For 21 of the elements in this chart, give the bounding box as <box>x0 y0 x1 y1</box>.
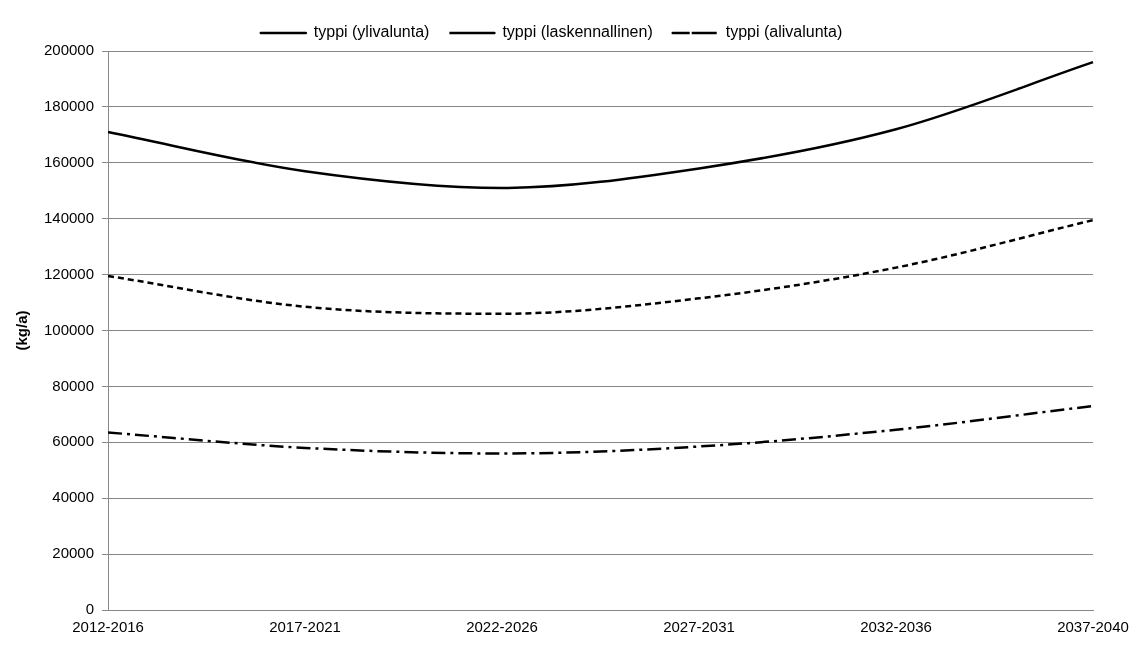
y-tick-label: 40000 <box>52 488 95 506</box>
y-tick-label: 60000 <box>52 432 95 450</box>
x-tick-label: 2017-2021 <box>269 618 341 636</box>
y-tick-label: 120000 <box>43 264 95 282</box>
legend-label: typpi (laskennallinen) <box>502 23 653 41</box>
x-tick-label: 2037-2040 <box>1057 618 1129 636</box>
x-tick-label: 2032-2036 <box>860 618 932 636</box>
legend-label: typpi (ylivalunta) <box>313 23 430 41</box>
x-tick-label: 2027-2031 <box>663 618 735 636</box>
y-tick-label: 0 <box>85 600 95 618</box>
x-tick-label: 2012-2016 <box>72 618 144 636</box>
x-tick-label: 2022-2026 <box>466 618 538 636</box>
y-tick-label: 160000 <box>43 152 95 170</box>
y-tick-label: 80000 <box>52 376 95 394</box>
legend-label: typpi (alivalunta) <box>725 23 843 41</box>
y-tick-label: 20000 <box>52 544 95 562</box>
y-tick-label: 140000 <box>43 208 95 226</box>
y-tick-label: 180000 <box>43 97 95 115</box>
y-tick-label: 100000 <box>43 320 95 338</box>
y-axis-title: (kg/a) <box>13 310 31 351</box>
y-tick-label: 200000 <box>43 41 95 59</box>
